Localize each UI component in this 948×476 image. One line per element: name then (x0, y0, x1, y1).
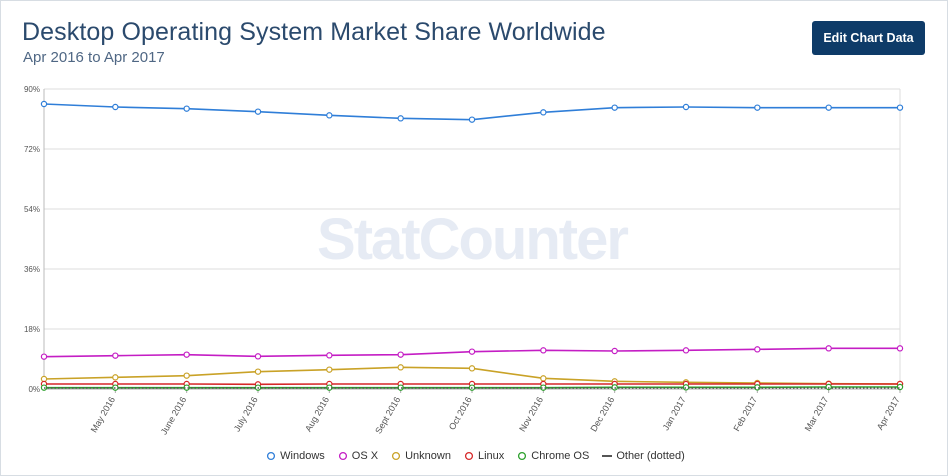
x-tick-label: May 2016 (89, 395, 117, 434)
legend-marker-icon (267, 451, 276, 461)
legend-item-windows[interactable]: Windows (265, 450, 325, 462)
data-point-unknown (326, 366, 333, 373)
data-point-unknown (112, 374, 119, 381)
data-point-os-x (611, 347, 618, 355)
legend-label: Chrome OS (531, 450, 590, 462)
legend-label: Unknown (405, 450, 451, 462)
y-tick-label: 18% (24, 325, 40, 334)
y-tick-label: 54% (24, 205, 40, 214)
data-point-os-x (254, 353, 262, 360)
data-point-os-x (326, 352, 333, 359)
legend-label: Other (dotted) (616, 450, 685, 462)
x-tick-label: June 2016 (159, 395, 189, 436)
x-tick-label: Oct 2016 (447, 395, 474, 432)
y-tick-label: 0% (28, 385, 40, 394)
data-point-unknown (468, 365, 476, 372)
x-tick-label: Apr 2017 (875, 395, 902, 432)
x-tick-label: Dec 2016 (588, 395, 616, 433)
legend-item-other-dotted[interactable]: Other (dotted) (601, 450, 685, 462)
data-point-unknown (254, 368, 262, 375)
legend-label: OS X (351, 450, 379, 462)
data-point-unknown (183, 372, 190, 379)
data-point-os-x (112, 352, 119, 359)
data-point-chrome-os (896, 383, 904, 391)
data-point-windows (611, 104, 618, 111)
x-tick-label: July 2016 (232, 395, 260, 433)
legend-dash-icon (602, 455, 613, 457)
line-chart: StatCounter 0% 18% 36% 54% 72% 90% May 2016 June… (24, 85, 904, 436)
data-point-os-x (40, 353, 48, 360)
legend-marker-icon (338, 451, 347, 461)
data-point-windows (896, 104, 904, 111)
data-point-os-x (825, 345, 832, 352)
date-range-subtitle: Apr 2016 to Apr 2017 (23, 49, 165, 66)
data-point-os-x (183, 351, 190, 358)
legend-item-unknown[interactable]: Unknown (390, 450, 451, 462)
x-tick-label: Jan 2017 (661, 395, 688, 432)
legend-marker-icon (392, 451, 401, 461)
legend-label: Linux (477, 450, 505, 462)
legend-label: Windows (280, 450, 325, 462)
data-point-windows (40, 100, 48, 108)
x-tick-label: Nov 2016 (517, 395, 545, 433)
data-point-os-x (468, 348, 476, 355)
data-point-os-x (397, 351, 404, 358)
data-point-os-x (754, 346, 761, 353)
data-point-windows (682, 103, 690, 111)
data-point-os-x (682, 347, 690, 354)
x-tick-label: Aug 2016 (303, 395, 331, 433)
y-tick-label: 72% (24, 145, 40, 154)
x-tick-label: Mar 2017 (803, 395, 831, 433)
y-tick-label: 90% (24, 85, 40, 94)
data-point-windows (326, 112, 333, 119)
data-point-windows (754, 104, 761, 111)
chart-legend: Windows OS X Unknown Linux Chrome OS Other (d… (1, 450, 948, 464)
x-tick-label: Feb 2017 (731, 395, 759, 433)
legend-item-os-x[interactable]: OS X (337, 450, 378, 462)
data-point-unknown (540, 375, 547, 382)
y-tick-label: 36% (24, 265, 40, 274)
data-point-chrome-os (825, 383, 832, 391)
legend-marker-icon (464, 451, 474, 461)
legend-marker-icon (518, 451, 527, 461)
data-point-unknown (397, 364, 404, 371)
data-point-windows (397, 115, 404, 122)
data-point-windows (468, 116, 476, 123)
edit-chart-data-button[interactable]: Edit Chart Data (812, 21, 925, 55)
data-point-windows (825, 104, 832, 111)
data-point-windows (540, 109, 547, 116)
legend-item-linux[interactable]: Linux (463, 450, 504, 462)
data-point-os-x (896, 345, 904, 352)
x-tick-label: Sept 2016 (373, 395, 402, 436)
page-title: Desktop Operating System Market Share Wo… (22, 18, 606, 46)
data-point-windows (254, 108, 262, 115)
legend-item-chrome-os[interactable]: Chrome OS (516, 450, 589, 462)
watermark-text: StatCounter (317, 207, 628, 272)
data-point-windows (183, 105, 190, 112)
data-point-windows (112, 103, 119, 111)
data-point-os-x (540, 347, 547, 354)
